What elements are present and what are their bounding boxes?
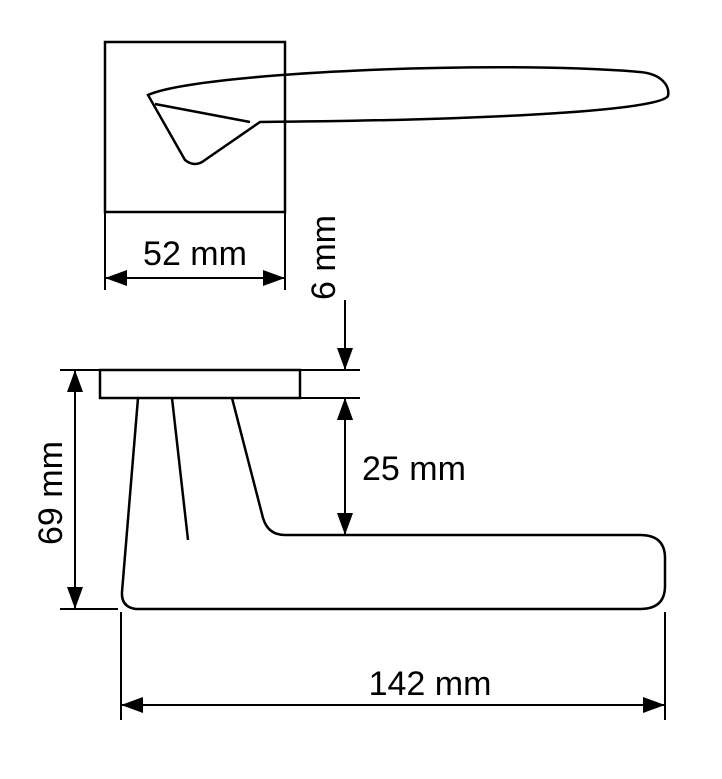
side-handle-profile <box>122 398 665 609</box>
dim-6mm-label: 6 mm <box>305 215 343 300</box>
dim-6mm: 6 mm <box>300 215 360 430</box>
dim-25mm: 25 mm <box>300 398 466 535</box>
dim-142mm: 142 mm <box>121 612 665 720</box>
top-backplate <box>105 42 285 212</box>
dim-69mm: 69 mm <box>32 370 118 609</box>
dim-69mm-label: 69 mm <box>32 441 70 545</box>
dim-52mm: 52 mm <box>105 235 285 286</box>
dim-25mm-label: 25 mm <box>362 450 466 488</box>
top-handle-facet <box>155 104 250 122</box>
top-handle-blade <box>148 67 668 164</box>
handle-diagram: 52 mm 6 mm 25 mm 69 mm <box>0 0 722 779</box>
dim-142mm-label: 142 mm <box>369 665 492 703</box>
side-neck-inner <box>172 398 188 540</box>
side-backplate <box>100 370 300 398</box>
dim-52mm-label: 52 mm <box>143 235 247 273</box>
